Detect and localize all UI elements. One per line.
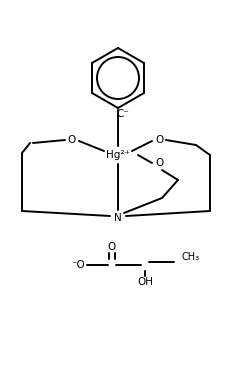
Text: O: O [155, 135, 163, 145]
Text: C⁻: C⁻ [117, 109, 129, 119]
Text: O: O [155, 158, 163, 168]
Text: O: O [108, 242, 116, 252]
Text: Hg²⁺: Hg²⁺ [106, 150, 130, 160]
Text: CH₃: CH₃ [182, 252, 200, 262]
Text: O: O [68, 135, 76, 145]
Text: OH: OH [137, 277, 153, 287]
Text: N: N [114, 213, 122, 223]
Text: ⁻O: ⁻O [71, 260, 85, 270]
